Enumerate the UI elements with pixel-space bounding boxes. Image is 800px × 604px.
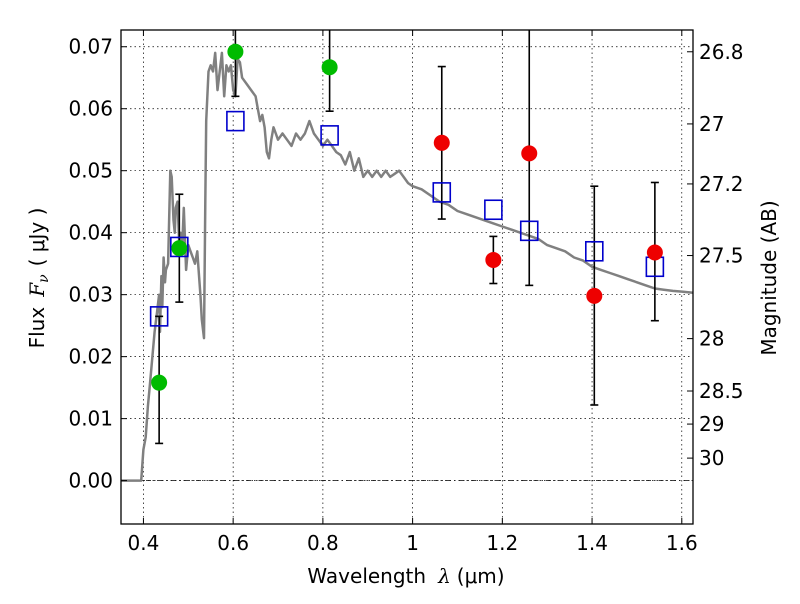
photometry-point (586, 287, 603, 304)
model-square-marker (149, 306, 169, 327)
photometry-point (521, 145, 538, 162)
x-tick-label: 1 (406, 531, 419, 555)
photometry-point (227, 43, 244, 60)
sed-curve (121, 51, 694, 482)
photometry-point (171, 240, 188, 257)
y2-axis-title: Magnitude (AB) (757, 200, 781, 355)
mag-tick-label: 27 (699, 112, 724, 136)
photometry-point (433, 134, 450, 151)
y-tick-label: 0.04 (68, 221, 113, 245)
grid (121, 30, 693, 524)
mag-tick-label: 29 (699, 412, 724, 436)
photometry-point (485, 251, 502, 268)
error-bars (155, 30, 659, 445)
sed-model (121, 51, 694, 482)
model-square-marker (585, 240, 604, 262)
mag-tick-label: 30 (699, 446, 724, 470)
y-tick-label: 0.07 (68, 35, 113, 59)
data-points (149, 43, 665, 391)
x-tick-label: 1.4 (576, 531, 608, 555)
y-tick-label: 0.06 (68, 97, 113, 121)
x-axis-title: Wavelength λ (μm) (307, 564, 504, 588)
mag-tick-label: 28 (699, 327, 724, 351)
y-tick-label: 0.03 (68, 283, 113, 307)
mag-tick-label: 27.5 (699, 244, 744, 268)
axis-ticks: 0.4 0.6 0.8 1 1.2 1.4 1.6 0.00 0.01 0.02 0.03 0.04 0… (68, 30, 744, 555)
y-tick-label: 0.01 (68, 407, 113, 431)
x-tick-label: 0.4 (128, 531, 160, 555)
model-square-marker (170, 236, 189, 258)
model-square-marker (320, 125, 339, 146)
x-tick-label: 0.6 (217, 531, 249, 555)
y-tick-label: 0.00 (68, 469, 113, 493)
model-square-marker (226, 110, 245, 132)
y-axis-title: FluxFν( μJy ) (25, 208, 52, 349)
model-square-marker (484, 199, 503, 221)
photometry-point (321, 59, 338, 76)
photometry-point (646, 244, 663, 261)
model-square-marker (432, 182, 452, 203)
model-square-marker (519, 220, 539, 242)
mag-tick-label: 28.5 (699, 379, 744, 403)
plot-frame (120, 29, 694, 525)
photometry-point (151, 374, 168, 391)
x-tick-label: 1.2 (486, 531, 518, 555)
y-tick-label: 0.05 (68, 159, 113, 183)
y-tick-label: 0.02 (68, 345, 113, 369)
mag-tick-label: 27.2 (699, 172, 744, 196)
x-tick-label: 0.8 (307, 531, 339, 555)
mag-tick-label: 26.8 (699, 40, 744, 64)
x-tick-label: 1.6 (666, 531, 698, 555)
